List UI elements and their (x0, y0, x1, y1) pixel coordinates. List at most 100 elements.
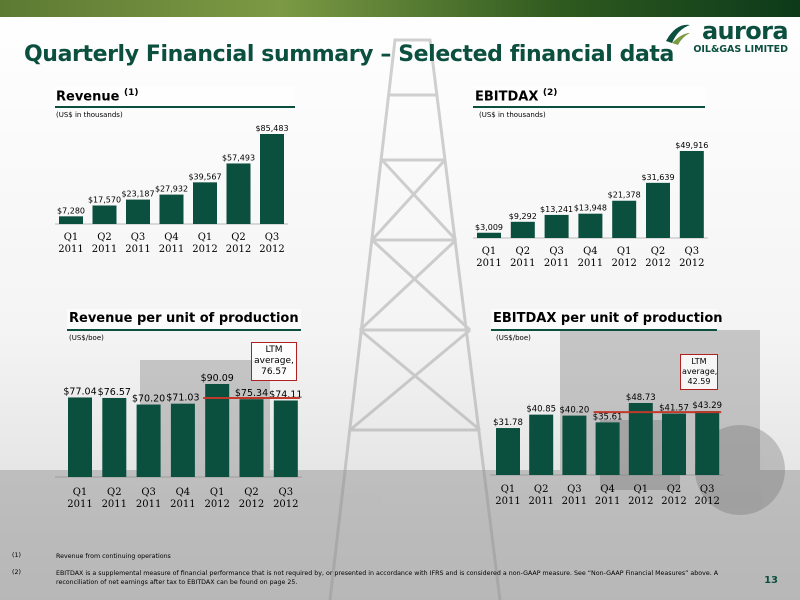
revenue_per_unit-category-label-6: Q2 2012 (239, 487, 264, 510)
ltm-average-value: 76.57 (261, 367, 287, 377)
revenue_per_unit-bar-6 (239, 399, 264, 477)
revenue_per_unit-category-label-3: Q3 2011 (136, 487, 161, 510)
ebitdax_per_unit-value-label-6: $41.57 (659, 404, 689, 414)
ltm-average-label: average, (254, 356, 294, 366)
ebitdax-category-label-1: Q1 2011 (476, 246, 501, 269)
revenue-bar-chart: $7,280 Q1 2011 $17,570 Q2 2011 $23,187 Q3 2011 $2… (55, 124, 289, 255)
revenue-bar-6 (226, 163, 251, 224)
revenue-per-unit-panel-title: Revenue per unit of production (69, 311, 299, 326)
revenue-value-label-5: $39,567 (188, 172, 221, 181)
page-number: 13 (764, 575, 778, 586)
revenue-value-label-3: $23,187 (121, 190, 154, 199)
ebitdax-category-label-6: Q2 2012 (645, 246, 670, 269)
revenue_per_unit-value-label-7: $74.11 (269, 389, 302, 400)
ebitdax_per_unit-category-label-6: Q2 2012 (661, 484, 686, 507)
ebitdax-unit: (US$ in thousands) (479, 111, 546, 119)
ebitdax_per_unit-bar-5 (628, 403, 653, 475)
ebitdax-value-label-6: $31,639 (641, 173, 674, 182)
ebitdax-category-label-4: Q4 2011 (578, 246, 603, 269)
logo-wordmark: aurora (701, 17, 789, 45)
revenue_per_unit-value-label-4: $71.03 (166, 393, 199, 404)
ebitdax-bar-1 (477, 232, 501, 238)
ebitdax-bar-chart: $3,009 Q1 2011 $9,292 Q2 2011 $13,241 Q3 2011 $13… (473, 141, 708, 269)
footnote-2-number: (2) (12, 569, 21, 576)
ebitdax_per_unit-value-label-5: $48.73 (626, 393, 656, 403)
revenue_per_unit-bar-1 (68, 397, 92, 477)
revenue_per_unit-bar-7 (273, 400, 298, 477)
ebitdax-per-unit-bar-chart: $31.78 Q1 2011 $40.85 Q2 2011 $40.20 Q3 2011 $35.… (490, 393, 724, 507)
revenue-panel-rule (55, 86, 295, 108)
ebitdax_per_unit-bar-1 (496, 428, 520, 475)
revenue_per_unit-category-label-7: Q3 2012 (273, 487, 298, 510)
ltm-average-value: 42.59 (687, 377, 711, 386)
ebitdax-value-label-1: $3,009 (475, 223, 503, 232)
ebitdax_per_unit-value-label-1: $31.78 (493, 418, 523, 428)
revenue_per_unit-bar-4 (170, 403, 195, 477)
revenue-value-label-2: $17,570 (88, 196, 121, 205)
ebitdax_per_unit-category-label-5: Q1 2012 (628, 484, 653, 507)
ebitdax-note-ref: (2) (542, 88, 558, 98)
revenue_per_unit-category-label-4: Q4 2011 (170, 487, 195, 510)
revenue-value-label-4: $27,932 (155, 185, 188, 194)
ebitdax_per_unit-category-label-7: Q3 2012 (694, 484, 719, 507)
revenue_per_unit-category-label-1: Q1 2011 (67, 487, 92, 510)
ebitdax_per_unit-value-label-7: $43.29 (692, 401, 722, 411)
revenue-category-label-2: Q2 2011 (92, 232, 117, 255)
revenue-bar-1 (59, 216, 83, 224)
revenue-value-label-1: $7,280 (57, 206, 85, 215)
ebitdax_per_unit-value-label-4: $35.61 (593, 412, 623, 422)
ebitdax_per_unit-value-label-3: $40.20 (560, 406, 590, 416)
ebitdax_per_unit-bar-3 (562, 415, 587, 475)
ebitdax-bar-6 (646, 182, 670, 238)
ebitdax_per_unit-value-label-2: $40.85 (526, 405, 556, 415)
revenue-bar-3 (126, 199, 150, 224)
revenue-panel-title: Revenue (1) (56, 88, 138, 104)
revenue-per-unit-panel-rule (67, 309, 301, 331)
revenue_per_unit-bar-5 (205, 384, 230, 477)
ebitdax-per-unit-panel-rule (491, 309, 717, 331)
revenue-ltm-average-box: LTM average, 76.57 (251, 342, 297, 381)
ebitdax-bar-7 (679, 151, 704, 238)
revenue_per_unit-value-label-2: $76.57 (98, 387, 131, 398)
ltm-average-label: average, (682, 367, 718, 376)
footnote-1-text: Revenue from continuing operations (56, 553, 171, 560)
ebitdax-per-unit-unit: (US$/boe) (496, 334, 531, 342)
revenue_per_unit-bar-3 (136, 404, 161, 477)
ebitdax_per_unit-bar-2 (529, 414, 554, 475)
revenue-note-ref: (1) (123, 88, 139, 98)
ebitdax-value-label-4: $13,948 (574, 204, 607, 213)
logo-subtitle: OIL&GAS LIMITED (693, 44, 788, 55)
ltm-label: LTM (691, 357, 707, 366)
revenue_per_unit-bar-2 (102, 397, 127, 477)
ebitdax-category-label-5: Q1 2012 (611, 246, 636, 269)
ebitdax-value-label-7: $49,916 (675, 141, 708, 150)
revenue_per_unit-value-label-5: $90.09 (201, 373, 234, 384)
revenue-category-label-6: Q2 2012 (226, 232, 251, 255)
revenue-per-unit-bar-chart: $77.04 Q1 2011 $76.57 Q2 2011 $70.20 Q3 2011 $71.… (55, 373, 302, 510)
revenue-category-label-1: Q1 2011 (58, 232, 83, 255)
ebitdax_per_unit-bar-6 (662, 413, 686, 475)
ebitdax-panel-title: EBITDAX (2) (475, 88, 557, 104)
company-logo: aurora OIL&GAS LIMITED (664, 17, 794, 69)
ebitdax-ltm-average-box: LTM average, 42.59 (680, 354, 718, 390)
ebitdax-panel-rule (473, 86, 705, 108)
revenue-category-label-4: Q4 2011 (159, 232, 184, 255)
ebitdax-category-label-7: Q3 2012 (679, 246, 704, 269)
ebitdax-value-label-3: $13,241 (540, 205, 573, 214)
revenue_per_unit-category-label-2: Q2 2011 (102, 487, 127, 510)
slide-title: Quarterly Financial summary – Selected f… (24, 42, 674, 67)
ebitdax-per-unit-panel-title: EBITDAX per unit of production (493, 311, 723, 326)
footnote-1-number: (1) (12, 552, 21, 559)
revenue-category-label-7: Q3 2012 (259, 232, 284, 255)
ebitdax-value-label-5: $21,378 (608, 191, 641, 200)
ebitdax-category-label-3: Q3 2011 (544, 246, 569, 269)
revenue_per_unit-category-label-5: Q1 2012 (204, 487, 229, 510)
ebitdax-value-label-2: $9,292 (509, 212, 537, 221)
swoosh-icon (666, 24, 690, 45)
revenue-bar-5 (193, 182, 217, 224)
revenue-bar-2 (92, 205, 117, 224)
footnote-2-text: EBITDAX is a supplemental measure of fin… (56, 570, 719, 586)
ebitdax_per_unit-category-label-3: Q3 2011 (562, 484, 587, 507)
ebitdax-title-text: EBITDAX (475, 89, 539, 105)
ebitdax_per_unit-category-label-2: Q2 2011 (528, 484, 553, 507)
